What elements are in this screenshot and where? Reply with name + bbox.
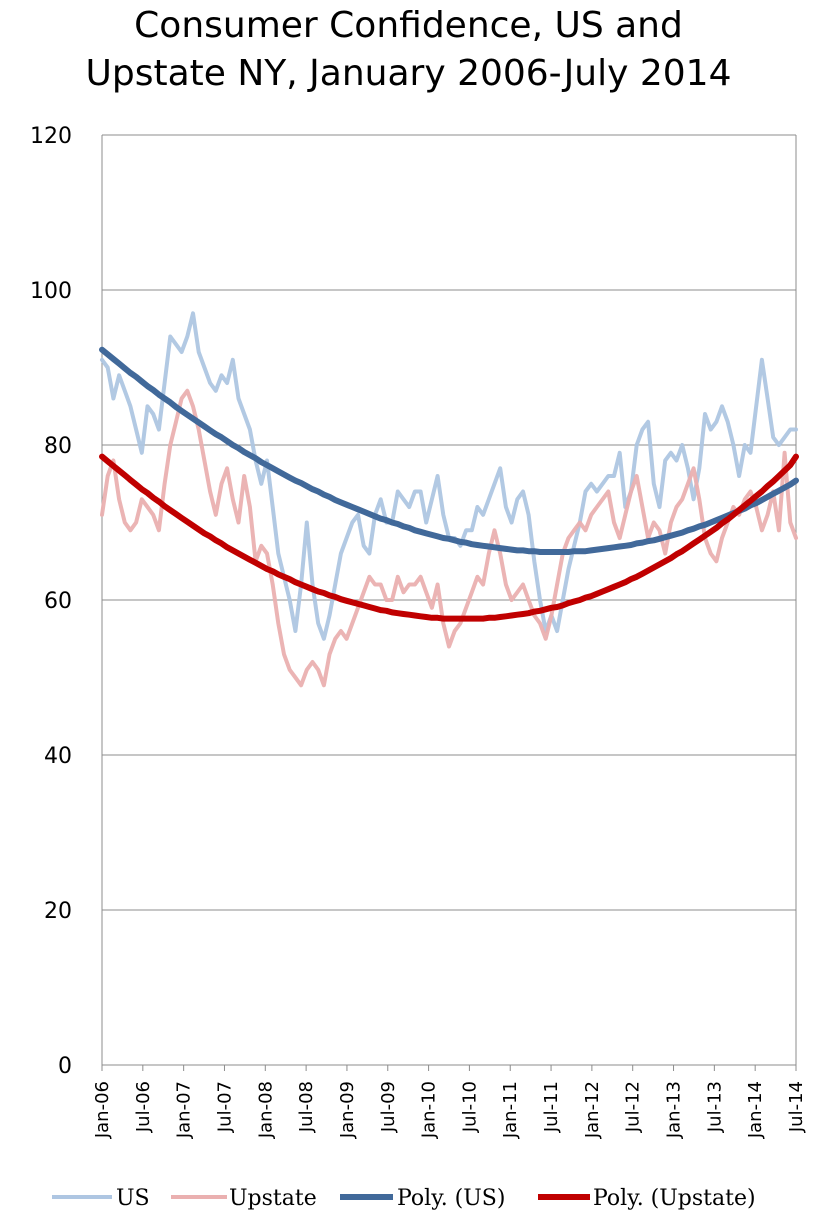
y-tick-label-60: 60 (44, 589, 72, 614)
y-tick-label-80: 80 (44, 434, 72, 459)
x-tick-label-11: Jul-11 (541, 1081, 562, 1133)
legend-label-2: Poly. (US) (397, 1186, 505, 1211)
legend-label-3: Poly. (Upstate) (593, 1186, 756, 1211)
x-tick-label-15: Jul-13 (704, 1081, 725, 1133)
y-tick-label-40: 40 (44, 744, 72, 769)
chart-title-line-2: Upstate NY, January 2006-July 2014 (85, 53, 732, 94)
x-tick-label-7: Jul-09 (378, 1081, 399, 1133)
chart-title: Consumer Confidence, US and Upstate NY, … (0, 2, 817, 98)
x-tick-label-1: Jul-06 (133, 1081, 154, 1133)
legend-label-1: Upstate (229, 1186, 317, 1211)
x-tick-label-3: Jul-07 (214, 1081, 235, 1133)
x-tick-label-12: Jan-12 (582, 1081, 603, 1139)
x-tick-label-8: Jan-10 (419, 1081, 440, 1139)
x-tick-label-9: Jul-10 (459, 1081, 480, 1133)
x-tick-label-10: Jan-11 (500, 1081, 521, 1139)
y-tick-label-100: 100 (30, 279, 72, 304)
series-line-upstate (100, 388, 798, 688)
x-tick-label-0: Jan-06 (92, 1081, 113, 1139)
y-tick-label-20: 20 (44, 899, 72, 924)
series-line-poly-us (99, 346, 799, 555)
x-tick-label-13: Jul-12 (623, 1081, 644, 1133)
x-tick-label-2: Jan-07 (174, 1081, 195, 1139)
x-tick-label-4: Jan-08 (255, 1081, 276, 1139)
x-tick-label-16: Jan-14 (745, 1081, 766, 1139)
x-tick-label-17: Jul-14 (786, 1081, 807, 1133)
legend-label-0: US (116, 1186, 150, 1211)
x-tick-label-6: Jan-09 (337, 1081, 358, 1139)
x-tick-label-14: Jan-13 (664, 1081, 685, 1139)
chart-title-line-1: Consumer Confidence, US and (134, 5, 683, 46)
y-tick-label-0: 0 (58, 1054, 72, 1079)
series-line-poly-upstate (99, 453, 799, 622)
x-tick-label-5: Jul-08 (296, 1081, 317, 1133)
y-tick-label-120: 120 (30, 124, 72, 149)
